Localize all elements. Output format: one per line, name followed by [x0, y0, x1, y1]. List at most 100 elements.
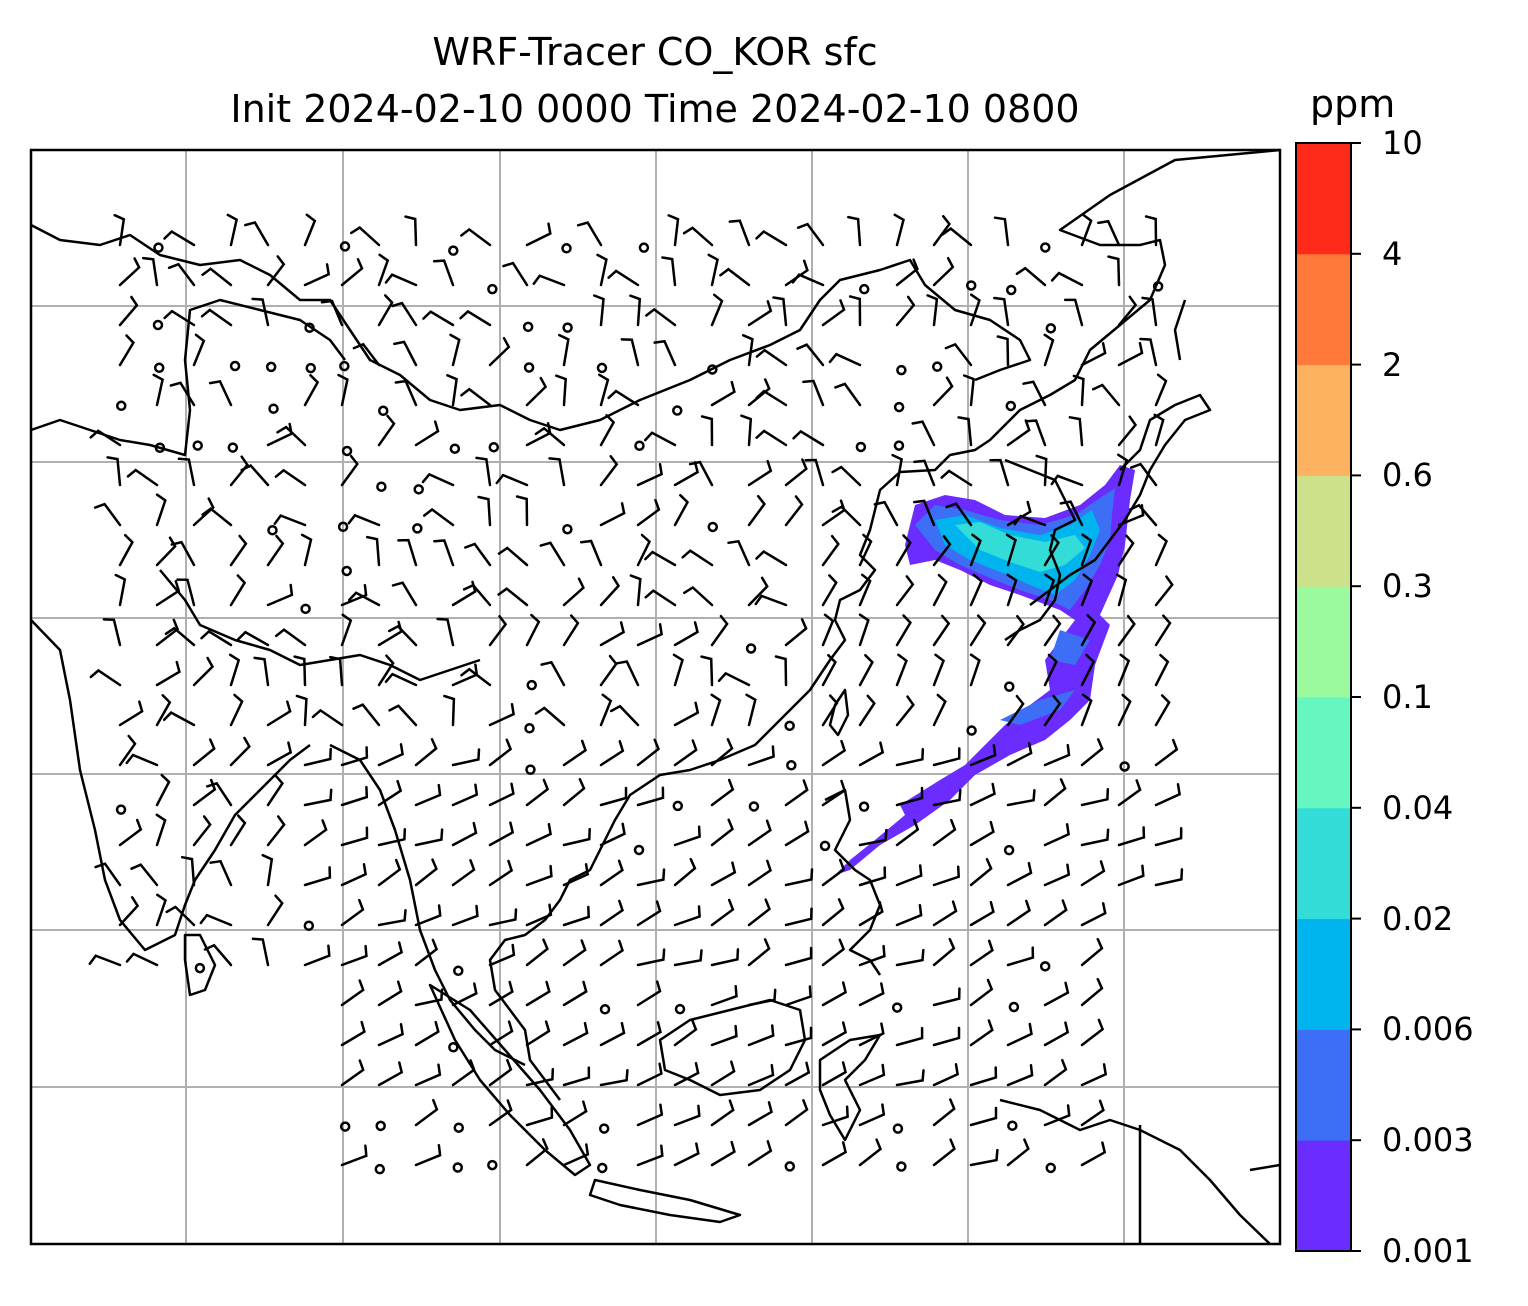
wind-barb: [1043, 1058, 1068, 1087]
wind-barb: [525, 903, 553, 927]
calm-wind-circle: [891, 1002, 903, 1013]
wind-barb: [784, 946, 813, 967]
wind-barb: [266, 583, 294, 607]
wind-barb: [873, 500, 899, 527]
wind-barb: [488, 943, 516, 967]
wind-barb: [1128, 503, 1158, 527]
wind-barb: [747, 938, 771, 967]
wind-barb: [365, 535, 381, 567]
wind-barb: [562, 939, 587, 967]
wind-barb: [180, 855, 196, 887]
wind-barb: [1115, 573, 1128, 607]
calm-wind-circle: [1004, 681, 1015, 692]
calm-wind-circle: [896, 364, 907, 376]
wind-barb: [377, 858, 402, 887]
wind-barb: [89, 429, 122, 447]
wind-barb: [534, 706, 566, 727]
wind-barb: [636, 1062, 663, 1087]
wind-barb: [599, 822, 626, 847]
wind-barb: [387, 624, 418, 647]
wind-barb: [895, 903, 923, 927]
wind-barb: [821, 858, 846, 887]
wind-barb: [636, 738, 661, 767]
wind-barb: [488, 738, 513, 767]
wind-barb: [673, 493, 690, 527]
wind-barb: [337, 373, 349, 407]
wind-barb: [598, 373, 610, 407]
wind-barb: [710, 380, 736, 407]
calm-wind-circle: [1003, 844, 1015, 856]
calm-wind-circle: [892, 1123, 904, 1134]
wind-barb: [607, 269, 640, 287]
wind-barb: [266, 815, 286, 847]
wind-barb: [1006, 1064, 1034, 1087]
wind-barb: [377, 828, 407, 847]
wind-barb: [784, 1061, 811, 1087]
wind-barb: [404, 215, 418, 247]
wind-barb: [673, 905, 701, 927]
wind-barb: [497, 587, 529, 607]
wind-barb: [199, 913, 233, 927]
wind-barb: [126, 468, 159, 487]
wind-barb: [340, 746, 369, 767]
wind-barb: [540, 660, 566, 687]
calm-wind-circle: [1005, 284, 1017, 296]
wind-barb: [932, 535, 952, 567]
colorbar-tick-label: 0.02: [1382, 899, 1454, 938]
wind-barb: [1006, 742, 1033, 767]
wind-barb: [347, 591, 381, 607]
wind-barb: [192, 738, 216, 767]
wind-barb: [710, 948, 740, 967]
wind-barb: [932, 614, 951, 647]
wind-barb: [1035, 454, 1048, 487]
wind-barb: [384, 273, 418, 287]
calm-wind-circle: [449, 443, 461, 454]
calm-wind-circle: [453, 965, 464, 977]
wind-barb: [1097, 219, 1121, 247]
wind-barb: [226, 213, 239, 247]
wind-barb: [266, 894, 284, 927]
wind-barb: [203, 943, 233, 967]
wind-barb: [644, 550, 677, 567]
wind-barb: [118, 533, 134, 567]
wind-barb: [488, 908, 518, 927]
wind-barb: [93, 502, 122, 527]
calm-wind-circle: [116, 400, 127, 412]
wind-barb: [858, 741, 885, 767]
wind-barb: [1043, 534, 1060, 567]
wind-barb: [244, 221, 270, 247]
wind-barb: [414, 420, 440, 447]
wind-barb: [821, 938, 846, 967]
wind-barb: [969, 782, 996, 807]
wind-barb: [200, 308, 233, 327]
wind-barb: [1154, 694, 1171, 727]
wind-barb: [165, 905, 196, 927]
wind-barb: [1059, 500, 1084, 527]
wind-barb: [940, 469, 973, 487]
wind-barb: [118, 334, 135, 367]
calm-wind-circle: [893, 401, 905, 413]
wind-barb: [488, 1058, 513, 1087]
wind-barb: [192, 778, 217, 807]
wind-barb: [449, 333, 461, 367]
wind-barb: [599, 455, 619, 487]
calm-wind-circle: [672, 800, 684, 812]
wind-barb: [125, 753, 159, 767]
wind-barb: [821, 613, 835, 647]
wind-barb: [562, 827, 591, 847]
wind-barb: [201, 267, 233, 287]
wind-barb: [796, 343, 825, 367]
wind-barb: [636, 462, 663, 487]
wind-barb: [377, 941, 404, 967]
calm-wind-circle: [597, 1162, 608, 1174]
calm-wind-circle: [966, 725, 977, 736]
wind-barb: [488, 859, 514, 887]
wind-barb: [993, 296, 1010, 327]
wind-barb: [251, 937, 270, 967]
wind-barb: [303, 213, 317, 247]
coastline-central-asia: [30, 298, 346, 457]
calm-wind-circle: [858, 283, 870, 295]
wind-barb: [821, 1061, 848, 1087]
wind-barb: [784, 868, 814, 887]
calm-wind-circle: [784, 720, 795, 732]
